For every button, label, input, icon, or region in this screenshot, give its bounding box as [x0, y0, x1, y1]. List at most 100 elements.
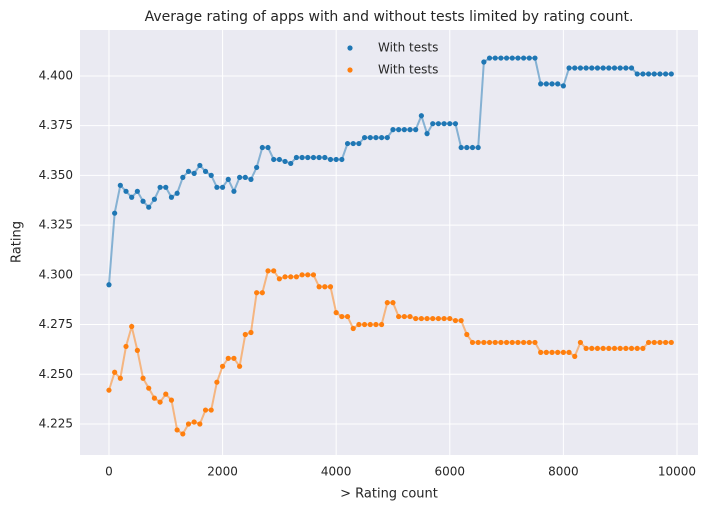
data-point — [566, 65, 572, 71]
data-point — [526, 339, 532, 346]
series-line — [108, 269, 672, 436]
data-point — [373, 134, 379, 141]
data-point — [486, 55, 493, 61]
data-point — [123, 188, 129, 194]
data-point — [129, 323, 135, 330]
data-point — [350, 325, 356, 332]
data-point — [390, 300, 396, 306]
data-point — [225, 355, 231, 361]
data-point — [464, 331, 470, 338]
data-point — [663, 71, 669, 77]
y-tick-label: 4.400 — [39, 68, 73, 82]
legend-marker — [347, 67, 353, 73]
data-point — [117, 375, 123, 381]
data-point — [526, 55, 532, 61]
x-tick-label: 2000 — [207, 465, 238, 479]
data-point — [191, 419, 197, 425]
data-point — [202, 168, 209, 175]
data-point — [356, 140, 362, 147]
data-point — [265, 268, 271, 274]
data-point — [532, 339, 538, 346]
data-point — [396, 313, 402, 320]
data-point — [634, 345, 640, 352]
data-point — [668, 71, 674, 77]
data-point — [265, 144, 271, 151]
data-point — [498, 55, 504, 61]
data-point — [373, 321, 379, 328]
data-point — [543, 349, 549, 355]
data-point — [418, 315, 424, 322]
data-point — [282, 158, 288, 165]
data-point — [566, 349, 572, 355]
data-point — [572, 65, 578, 71]
data-point — [657, 339, 663, 346]
data-point — [322, 154, 328, 161]
data-point — [401, 313, 407, 320]
data-point — [129, 194, 135, 200]
data-point — [180, 431, 186, 437]
data-point — [197, 421, 203, 427]
data-point — [577, 339, 584, 346]
data-point — [231, 188, 237, 194]
data-point — [379, 321, 385, 328]
data-point — [361, 321, 368, 328]
data-point — [344, 313, 351, 320]
data-point — [555, 349, 561, 355]
data-point — [322, 284, 328, 290]
data-point — [339, 313, 345, 320]
data-point — [594, 65, 601, 71]
data-point — [589, 345, 595, 352]
data-point — [668, 339, 674, 346]
data-point — [299, 154, 305, 161]
data-point — [447, 121, 453, 127]
data-point — [316, 154, 322, 161]
data-point — [560, 349, 566, 355]
data-point — [327, 156, 334, 163]
data-point — [271, 156, 277, 163]
data-point — [117, 182, 123, 188]
data-point — [413, 315, 419, 322]
x-tick-label: 10000 — [658, 465, 696, 479]
legend-label: With tests — [378, 41, 438, 55]
data-point — [106, 282, 112, 288]
data-point — [509, 339, 515, 346]
data-point — [503, 339, 510, 346]
legend-marker — [347, 45, 353, 51]
data-point — [572, 353, 578, 359]
data-point — [219, 363, 226, 369]
data-point — [288, 274, 294, 280]
data-point — [350, 140, 356, 147]
data-point — [293, 274, 300, 280]
data-point — [231, 355, 237, 361]
data-point — [151, 395, 158, 401]
data-point — [248, 329, 254, 336]
x-tick-label: 6000 — [435, 465, 466, 479]
data-point — [140, 375, 146, 381]
data-point — [134, 347, 140, 353]
data-point — [577, 65, 584, 71]
data-point — [242, 331, 248, 338]
data-point — [515, 339, 521, 346]
data-point — [657, 71, 663, 77]
data-point — [146, 385, 152, 391]
data-point — [163, 184, 169, 190]
data-point — [384, 134, 390, 141]
data-point — [185, 421, 192, 427]
data-point — [441, 315, 447, 322]
data-point — [521, 55, 527, 61]
data-point — [503, 55, 510, 61]
data-point — [430, 315, 436, 322]
data-point — [163, 391, 169, 397]
y-tick-label: 4.250 — [39, 367, 73, 381]
data-point — [594, 345, 601, 352]
data-point — [452, 317, 459, 324]
y-tick-label: 4.300 — [39, 267, 73, 281]
data-point — [589, 65, 595, 71]
data-point — [146, 204, 152, 210]
data-point — [384, 300, 390, 306]
y-tick-label: 4.350 — [39, 168, 73, 182]
data-point — [645, 339, 652, 346]
x-tick-label: 0 — [105, 465, 113, 479]
data-point — [242, 174, 248, 180]
